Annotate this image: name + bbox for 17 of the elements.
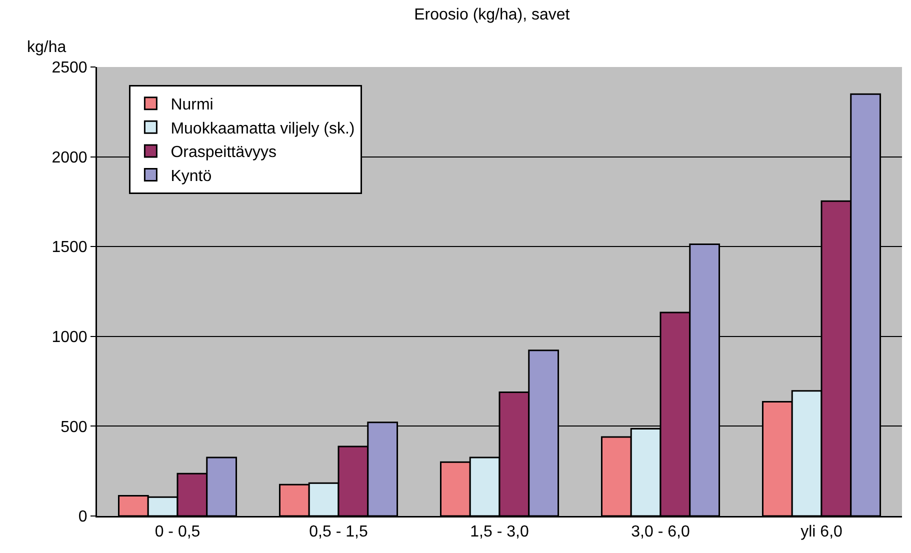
legend-label: Oraspeittävyys <box>170 144 277 162</box>
y-tick-label: 2000 <box>52 149 88 166</box>
y-axis-title: kg/ha <box>27 39 66 56</box>
x-tick-label: yli 6,0 <box>800 524 842 541</box>
legend-label: Kyntö <box>170 168 212 185</box>
y-tick-label: 0 <box>78 508 88 526</box>
chart-title: Eroosio (kg/ha), savet <box>414 6 570 24</box>
legend-label: Nurmi <box>170 96 214 114</box>
y-tick-label: 500 <box>60 418 88 436</box>
x-tick-label: 3,0 - 6,0 <box>631 524 690 541</box>
x-tick-label: 1,5 - 3,0 <box>470 524 529 541</box>
x-tick-label: 0 - 0,5 <box>154 524 200 541</box>
y-tick-label: 1000 <box>52 329 88 346</box>
y-tick-label: 1500 <box>52 239 88 256</box>
x-tick-label: 0,5 - 1,5 <box>309 524 368 541</box>
y-tick-label: 2500 <box>52 60 88 77</box>
legend-label: Muokkaamatta viljely (sk.) <box>170 120 355 138</box>
